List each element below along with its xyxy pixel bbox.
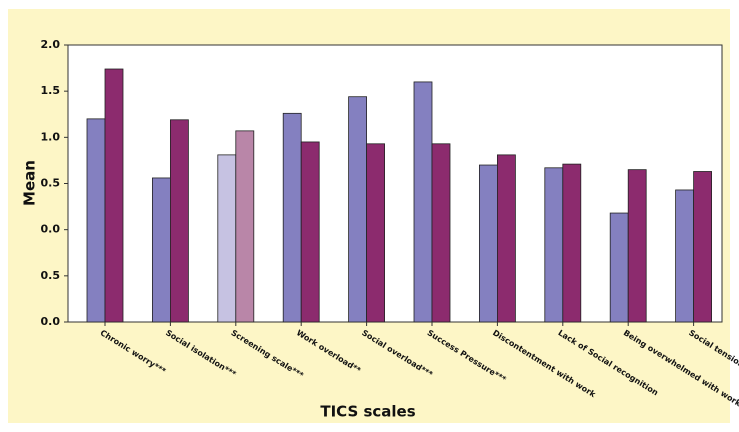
bar — [300, 141, 320, 323]
bar — [169, 119, 189, 323]
bar — [544, 167, 564, 323]
y-axis-title: Mean — [21, 160, 39, 206]
bar — [235, 130, 255, 323]
bar — [348, 96, 368, 323]
bar — [104, 68, 124, 323]
bar — [282, 112, 302, 323]
bar — [366, 143, 386, 323]
bar — [496, 154, 516, 323]
y-tick-label: 0.0 — [41, 223, 61, 236]
bar — [693, 171, 712, 323]
bar — [86, 118, 106, 323]
y-tick-label: 0.5 — [41, 269, 61, 282]
y-tick-label: 1.0 — [41, 130, 61, 143]
bar — [562, 163, 582, 323]
y-tick-label: 0.5 — [41, 177, 61, 190]
y-tick-label: 0.0 — [41, 315, 61, 328]
bar — [478, 164, 498, 323]
bar — [413, 81, 433, 323]
bar — [431, 143, 451, 323]
y-tick-label: 1.5 — [41, 84, 61, 97]
bar — [675, 189, 694, 323]
x-axis-title: TICS scales — [320, 403, 415, 421]
y-tick-label: 2.0 — [41, 38, 61, 51]
bar — [217, 154, 237, 323]
bar — [627, 169, 647, 323]
bar — [609, 212, 629, 323]
bar — [151, 177, 171, 323]
